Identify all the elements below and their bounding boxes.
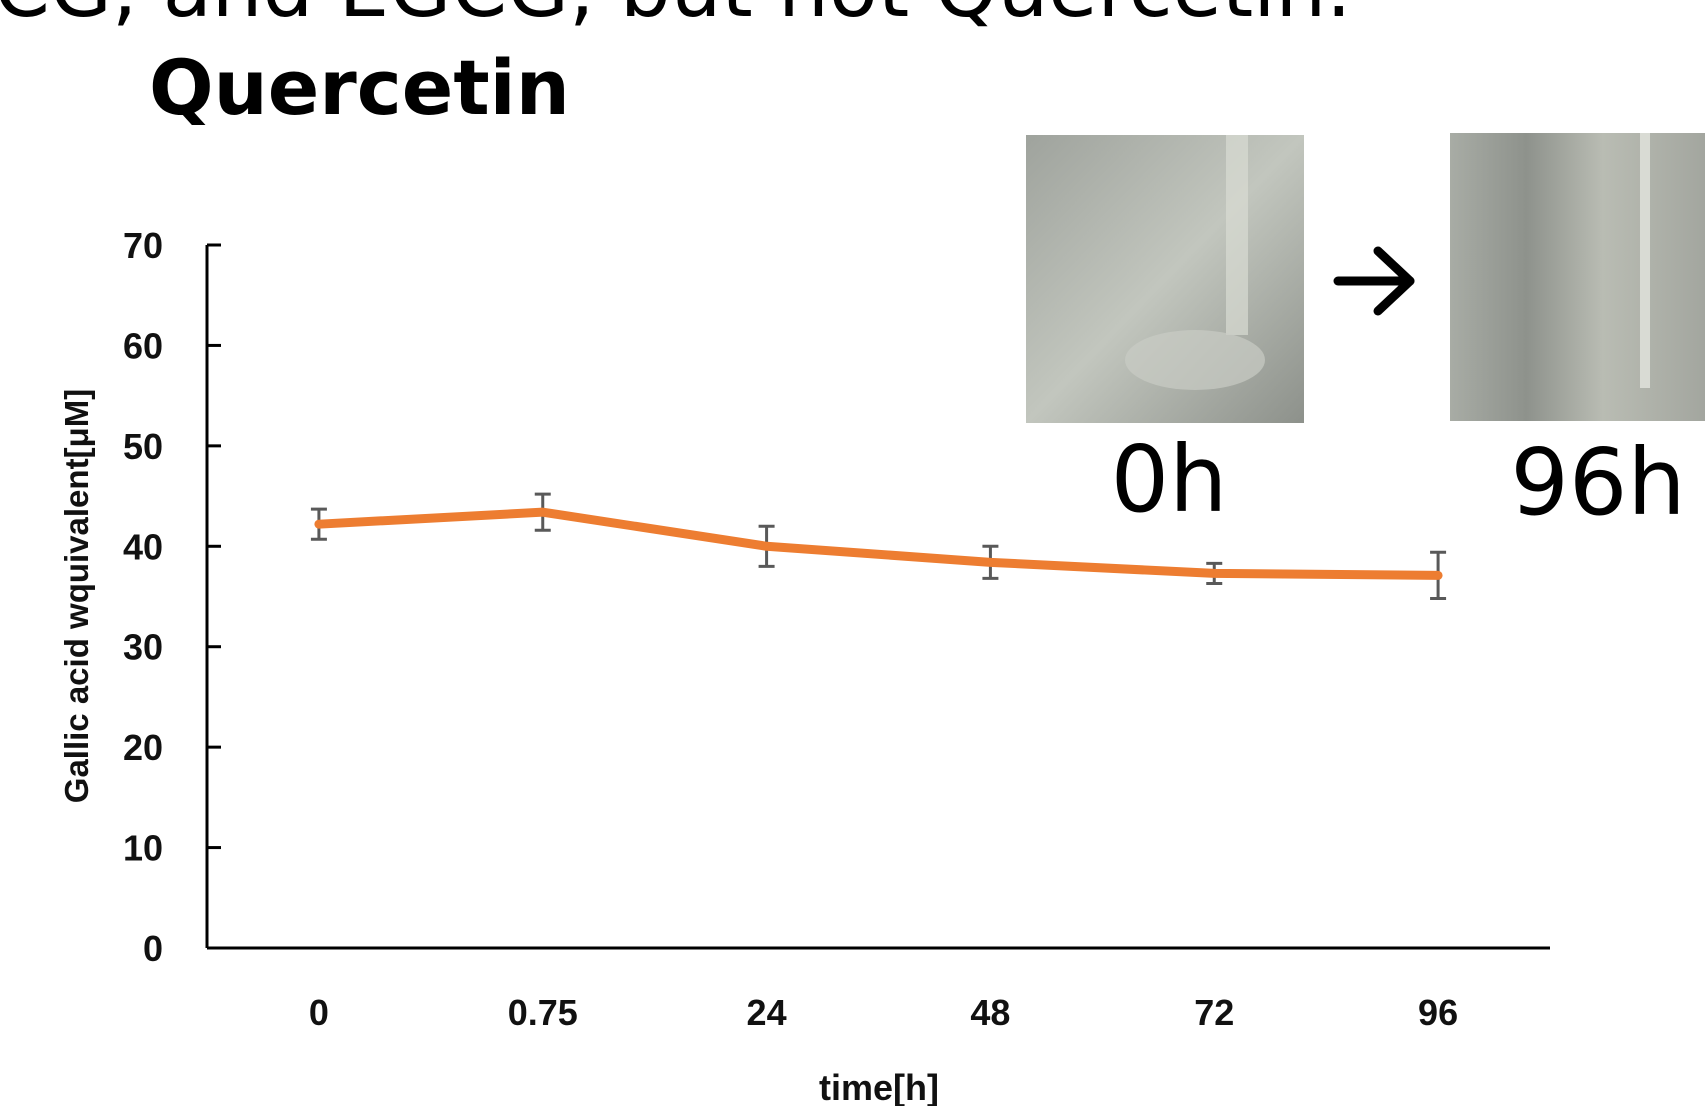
photo-label: 0h xyxy=(1111,426,1228,533)
y-tick-label: 30 xyxy=(123,627,163,668)
x-tick-label: 96 xyxy=(1418,992,1458,1033)
photo-96h xyxy=(1450,133,1705,421)
x-tick-label: 24 xyxy=(747,992,787,1033)
page: CG, and EGCG, but not Quercetin. Quercet… xyxy=(0,0,1705,1106)
y-tick-label: 60 xyxy=(123,325,163,366)
data-line xyxy=(319,512,1438,575)
y-tick-label: 50 xyxy=(123,426,163,467)
heading: CG, and EGCG, but not Quercetin. xyxy=(0,0,1352,35)
arrow xyxy=(1338,251,1410,311)
y-tick-label: 70 xyxy=(123,225,163,266)
y-tick-label: 40 xyxy=(123,526,163,567)
photo-highlight xyxy=(1226,135,1248,335)
photo-highlight xyxy=(1125,330,1265,390)
y-tick-label: 20 xyxy=(123,727,163,768)
photo-highlight xyxy=(1640,133,1650,388)
x-tick-label: 0.75 xyxy=(508,992,578,1033)
y-tick-label: 0 xyxy=(143,928,163,969)
slide: CG, and EGCG, but not Quercetin. Quercet… xyxy=(0,0,1705,1106)
x-axis-label: time[h] xyxy=(819,1067,939,1106)
photo-label: 96h xyxy=(1510,429,1685,536)
y-tick-label: 10 xyxy=(123,828,163,869)
x-tick-label: 0 xyxy=(309,992,329,1033)
x-tick-label: 48 xyxy=(970,992,1010,1033)
x-tick-label: 72 xyxy=(1194,992,1234,1033)
chart-title: Quercetin xyxy=(149,43,570,132)
y-axis-label: Gallic acid wquivalent[μM] xyxy=(58,389,95,803)
